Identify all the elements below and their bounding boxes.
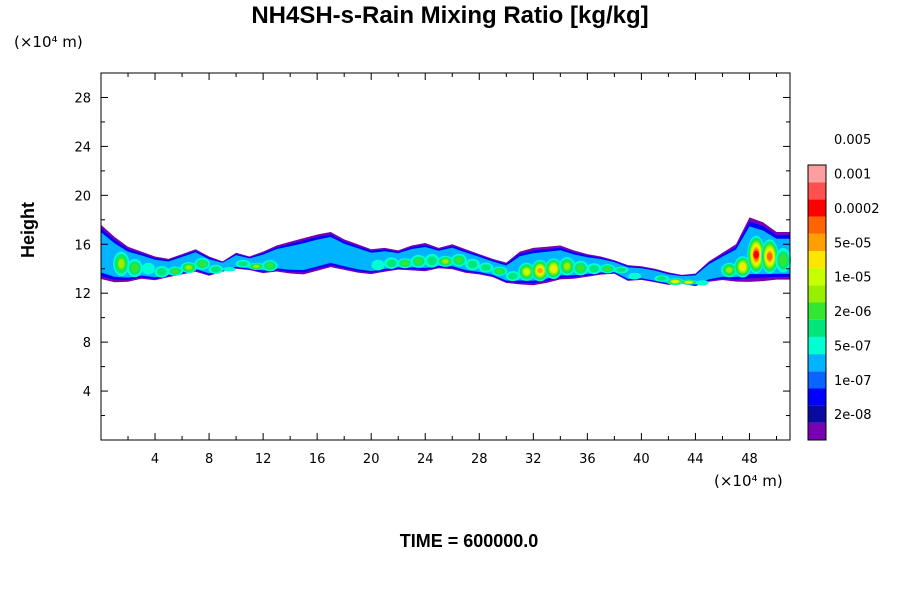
x-tick-label: 20	[363, 452, 380, 467]
colorbar-label: 1e-05	[834, 271, 872, 286]
colorbar-swatch	[808, 268, 826, 286]
plot-frame	[100, 72, 791, 441]
colorbar-label: 0.001	[834, 168, 871, 183]
data-layer	[101, 217, 791, 287]
field-cell	[238, 261, 248, 267]
field-cell	[198, 260, 207, 267]
field-cell	[726, 267, 733, 273]
field-cell	[414, 258, 423, 265]
field-cell	[537, 267, 543, 274]
time-label: TIME = 600000.0	[399, 531, 539, 551]
colorbar-swatch	[808, 405, 826, 423]
colorbar: 2e-08 1e-07 5e-07 2e-06 1e-05 5e-05 0.0002 0.00…	[807, 133, 880, 441]
colorbar-swatch	[808, 165, 826, 183]
field-cell	[656, 276, 667, 281]
field-cell	[753, 250, 760, 259]
colorbar-swatch	[808, 388, 826, 406]
field-cell	[156, 267, 167, 276]
y-tick-label: 28	[74, 91, 91, 106]
field-cell	[455, 257, 463, 264]
chart-title: NH4SH-s-Rain Mixing Ratio [kg/kg]	[251, 2, 649, 29]
y-axis-unit-label: (×10⁴ m)	[14, 33, 83, 51]
field-cell	[442, 259, 449, 264]
field-cell	[141, 262, 155, 275]
x-tick-label: 16	[309, 452, 326, 467]
field-cell	[266, 262, 274, 269]
field-cell	[508, 272, 518, 280]
field-cell	[603, 266, 612, 272]
field-cell	[253, 264, 260, 268]
colorbar-label: 5e-07	[834, 340, 872, 355]
colorbar-swatch	[808, 216, 826, 234]
colorbar-swatch	[808, 422, 826, 440]
y-tick-label: 16	[74, 238, 91, 253]
y-tick-label: 12	[74, 287, 91, 302]
colorbar-swatch	[808, 233, 826, 251]
field-cell	[550, 265, 557, 272]
x-tick-label: 32	[525, 452, 542, 467]
field-cell	[427, 256, 437, 266]
field-cell	[616, 267, 626, 273]
colorbar-label: 0.005	[834, 133, 871, 148]
field-cell	[589, 265, 599, 273]
x-tick-label: 24	[417, 452, 434, 467]
colorbar-swatch	[808, 371, 826, 389]
field-cell	[386, 259, 397, 268]
field-cell	[672, 280, 679, 284]
colorbar-label: 1e-07	[834, 374, 872, 389]
colorbar-swatch	[808, 182, 826, 200]
x-tick-label: 12	[255, 452, 272, 467]
field-cell	[130, 263, 139, 273]
x-tick-label: 44	[687, 452, 704, 467]
x-tick-label: 8	[205, 452, 213, 467]
field-cell	[779, 254, 788, 267]
y-tick-label: 24	[74, 140, 91, 155]
field-cell	[185, 265, 192, 270]
y-tick-label: 8	[83, 336, 91, 351]
colorbar-label: 2e-08	[834, 408, 872, 423]
field-cell	[467, 260, 478, 269]
field-cell	[766, 252, 773, 261]
x-tick-label: 48	[741, 452, 758, 467]
colorbar-swatch	[808, 199, 826, 217]
x-tick-label: 36	[579, 452, 596, 467]
field-cell	[495, 268, 504, 274]
field-cell	[576, 264, 585, 272]
field-cell	[481, 264, 491, 271]
field-cell	[171, 268, 180, 274]
field-cell	[628, 272, 642, 280]
y-tick-label: 20	[74, 189, 91, 204]
field-cell	[685, 280, 692, 284]
field-cell	[118, 258, 125, 269]
x-axis-unit-label: (×10⁴ m)	[714, 472, 783, 490]
colorbar-swatch	[808, 285, 826, 303]
colorbar-swatch	[808, 336, 826, 355]
field-cell	[695, 280, 709, 286]
y-tick-label: 4	[83, 385, 91, 400]
field-cell	[401, 260, 409, 266]
field-cell	[222, 267, 236, 272]
field-cell	[739, 263, 746, 270]
x-tick-label: 28	[471, 452, 488, 467]
field-cell	[371, 259, 385, 271]
colorbar-label: 0.0002	[834, 202, 880, 217]
colorbar-swatch	[808, 302, 826, 320]
colorbar-swatch	[808, 354, 826, 372]
colorbar-swatch	[808, 319, 826, 337]
colorbar-swatch	[808, 250, 826, 269]
field-cell	[210, 266, 221, 273]
x-tick-label: 4	[151, 452, 159, 467]
field-cell	[523, 268, 530, 275]
colorbar-frame	[807, 164, 827, 441]
colorbar-label: 2e-06	[834, 305, 872, 320]
x-tick-label: 40	[633, 452, 650, 467]
colorbar-label: 5e-05	[834, 236, 872, 251]
field-cell	[563, 262, 571, 270]
